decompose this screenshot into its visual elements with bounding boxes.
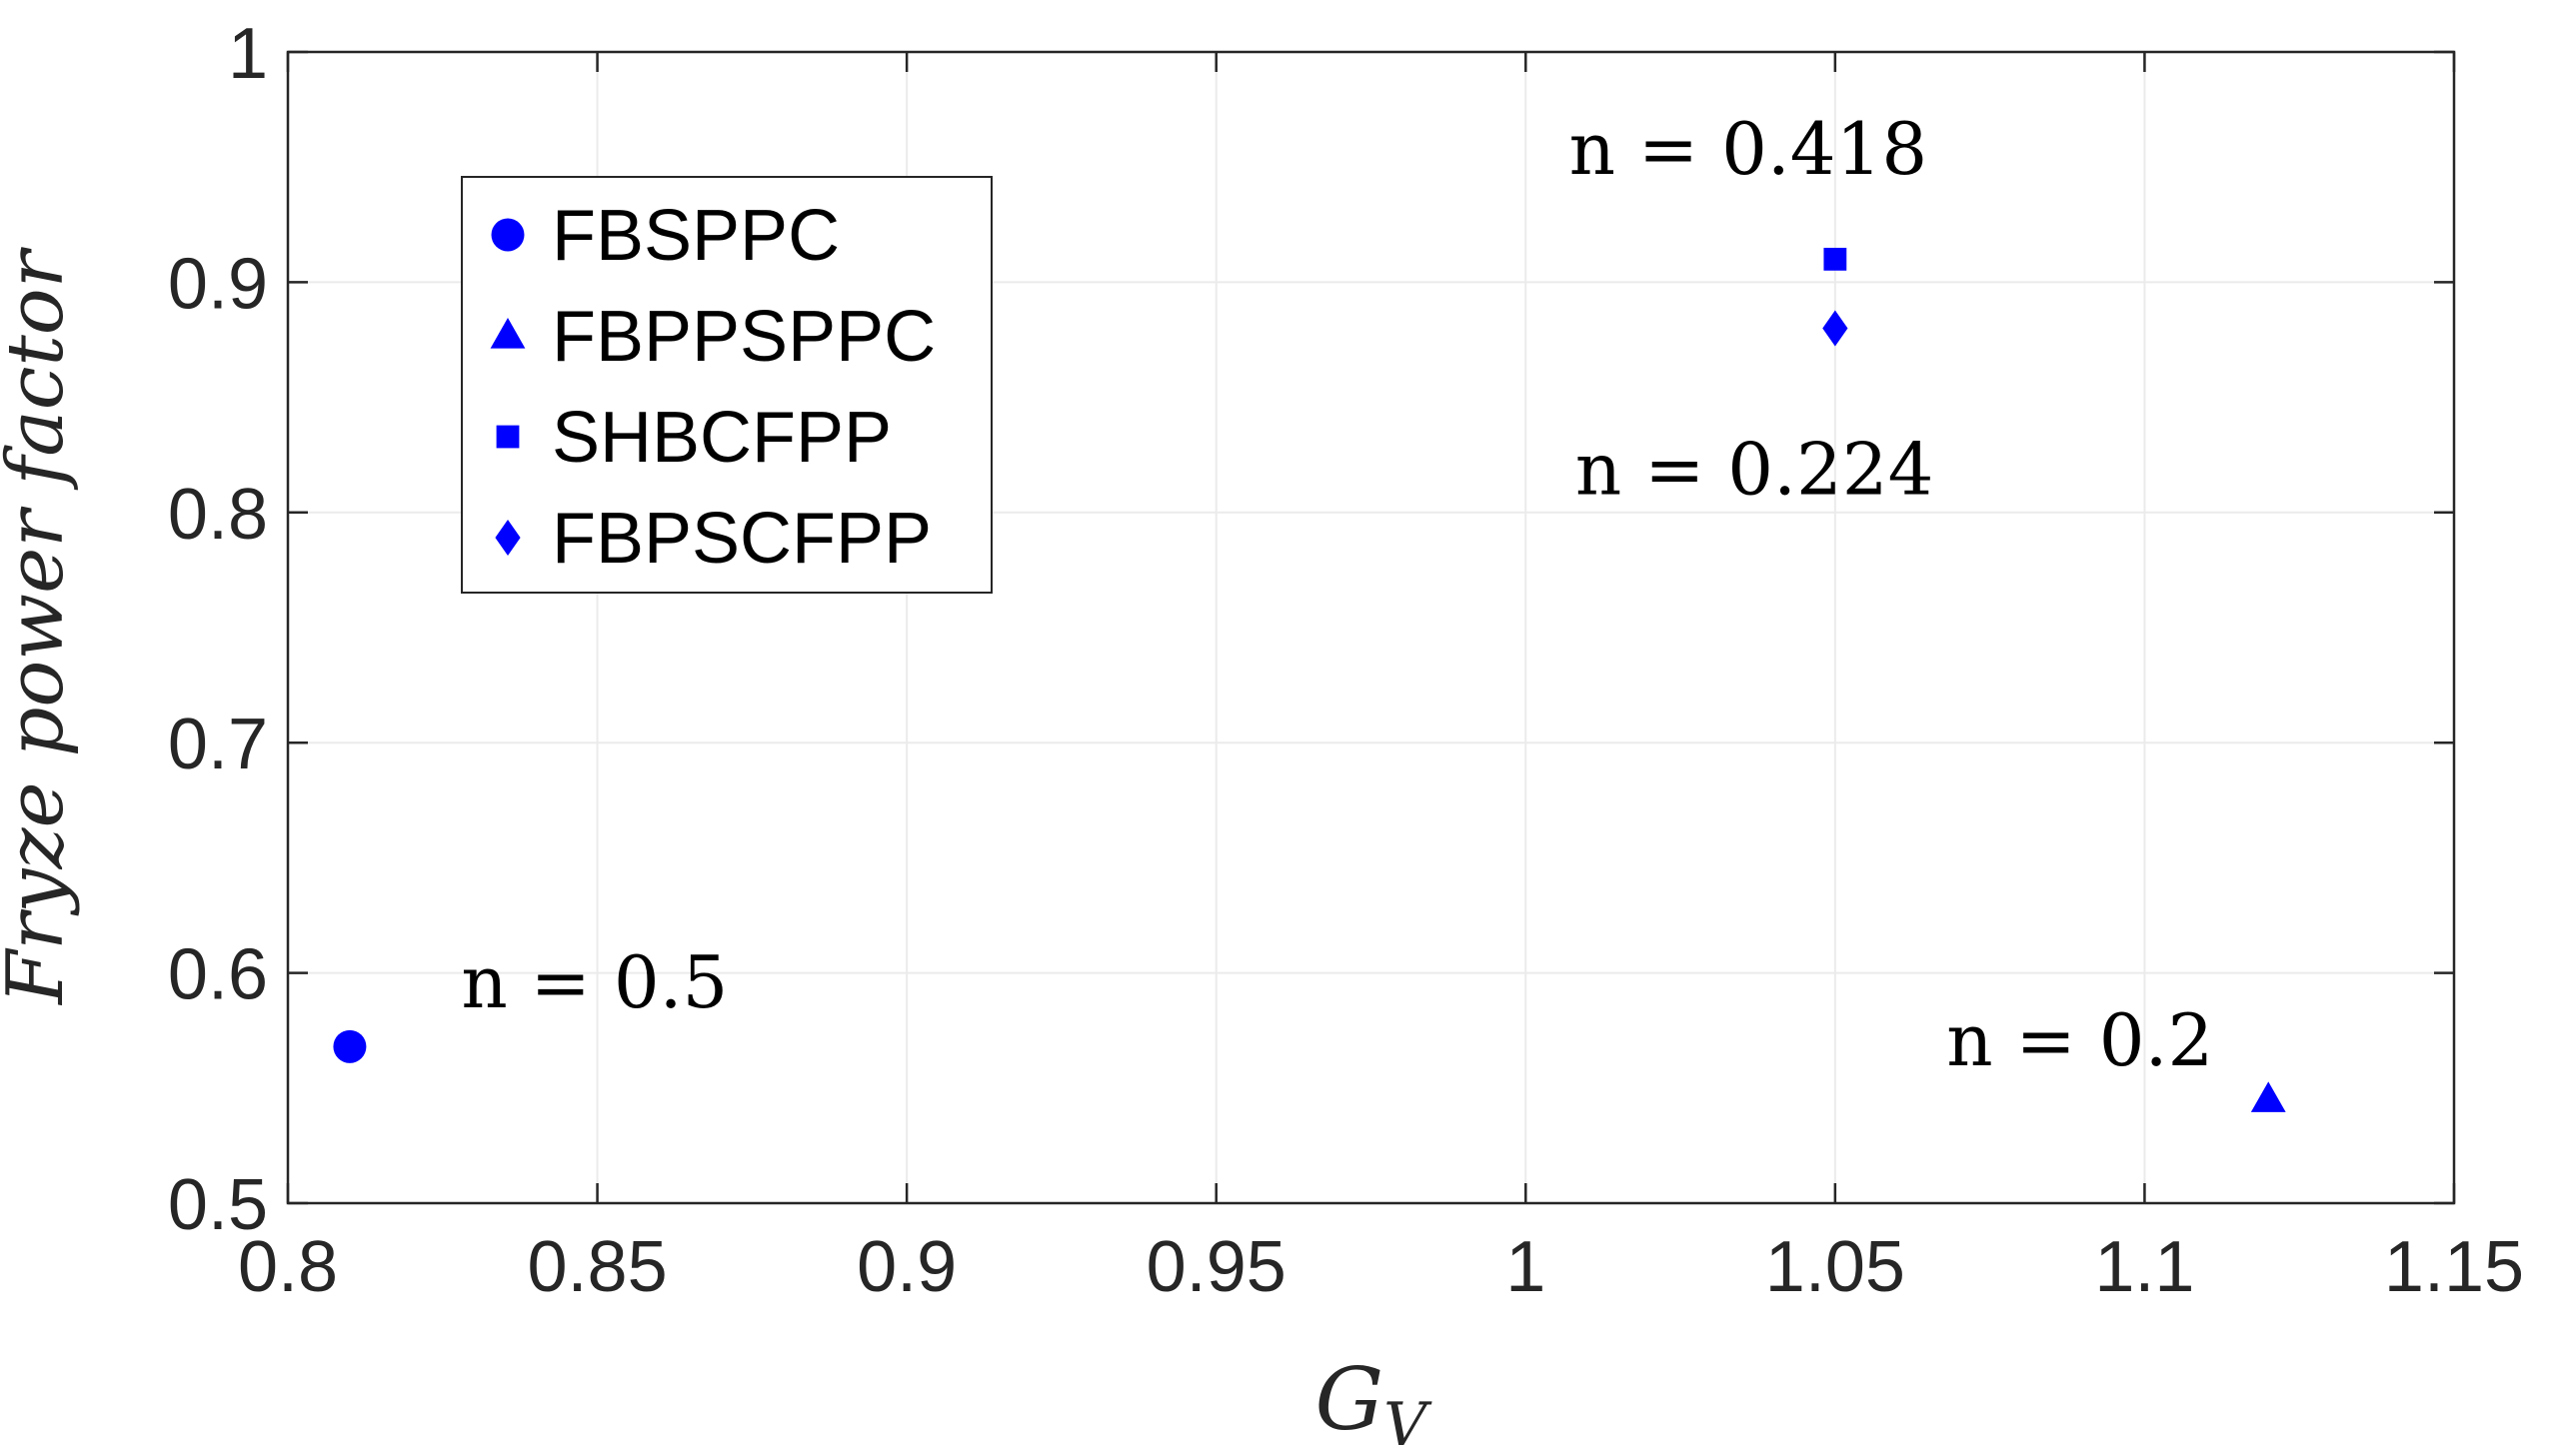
data-point-fbpscfpp [1822, 310, 1848, 347]
x-tick-label: 1.05 [1765, 1227, 1905, 1307]
x-tick-label: 0.85 [528, 1227, 668, 1307]
legend-entry-shbcfpp: SHBCFPP [552, 398, 892, 478]
y-tick-label: 0.7 [168, 705, 268, 784]
legend-circle-icon [491, 218, 525, 252]
x-tick-label: 1.1 [2094, 1227, 2194, 1307]
annotation-label: n = 0.5 [461, 940, 728, 1024]
legend-entry-fbppsppc: FBPPSPPC [552, 297, 936, 377]
x-tick-label: 0.9 [857, 1227, 957, 1307]
annotations: n = 0.5 n = 0.418 n = 0.224 n = 0.2 [461, 107, 2213, 1082]
data-point-shbcfpp [1823, 247, 1847, 271]
legend-entry-fbsppc: FBSPPC [552, 196, 840, 276]
x-tick-label: 0.95 [1147, 1227, 1286, 1307]
y-tick-label: 0.9 [168, 244, 268, 324]
ticks: 0.8 0.85 0.9 0.95 1 1.05 1.1 1.15 0.5 0.6 0.7 0.8 0.… [168, 14, 2524, 1307]
data-points [333, 247, 2286, 1112]
data-point-fbppsppc [2250, 1081, 2286, 1112]
y-tick-label: 0.8 [168, 475, 268, 555]
grid [288, 52, 2454, 1203]
legend-entry-fbpscfpp: FBPSCFPP [552, 499, 932, 579]
axis-labels: GV Fryze power factor [0, 246, 1432, 1456]
y-tick-label: 0.5 [168, 1165, 268, 1245]
legend-diamond-icon [495, 520, 521, 556]
y-tick-label: 0.6 [168, 935, 268, 1015]
legend-triangle-icon [490, 318, 526, 349]
annotation-label: n = 0.2 [1946, 998, 2213, 1082]
annotation-label: n = 0.418 [1569, 107, 1928, 191]
data-point-fbsppc [333, 1029, 367, 1063]
y-tick-label: 1 [228, 14, 268, 94]
annotation-label: n = 0.224 [1575, 427, 1934, 511]
x-axis-label: GV [1314, 1350, 1432, 1456]
x-tick-label: 1 [1505, 1227, 1545, 1307]
legend-box [461, 176, 993, 594]
legend-square-icon [496, 425, 520, 449]
plot-frame [286, 50, 2456, 1205]
legend: FBSPPC FBPPSPPC SHBCFPP FBPSCFPP [461, 176, 993, 594]
y-axis-label: Fryze power factor [0, 246, 81, 1006]
x-tick-label: 1.15 [2384, 1227, 2524, 1307]
x-tick-label: 0.8 [238, 1227, 338, 1307]
